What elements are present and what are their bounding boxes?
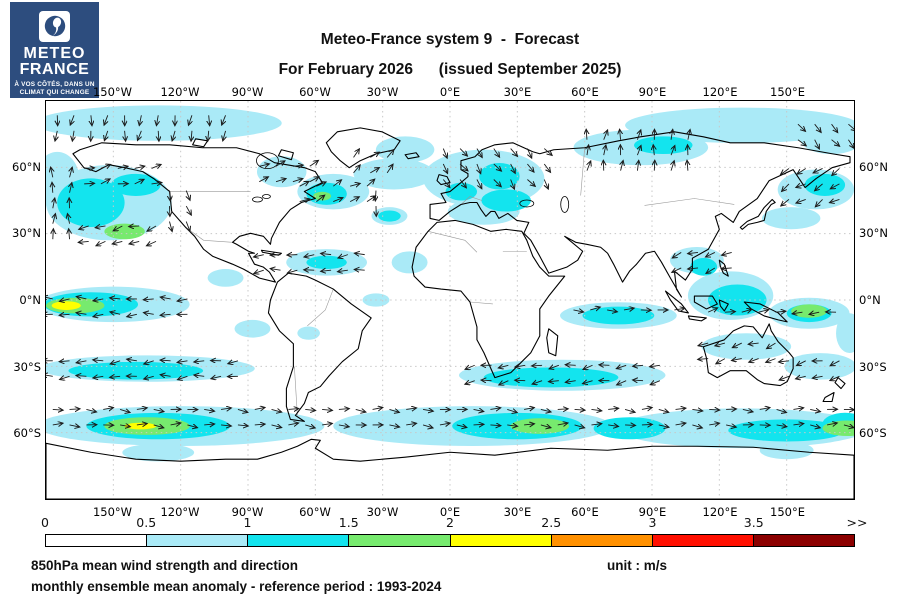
anomaly-blob: [791, 304, 828, 318]
lat-tick-left: 0°N: [19, 293, 41, 307]
colorbar-segment: [450, 535, 552, 546]
colorbar: [45, 534, 855, 547]
anomaly-blob: [207, 269, 244, 287]
anomaly-blob: [708, 284, 767, 316]
lon-tick-top: 30°E: [503, 85, 532, 99]
lon-tick-top: 60°W: [299, 85, 331, 99]
colorbar-tick-label: 3.5: [743, 515, 764, 530]
lat-tick-right: 30°N: [859, 226, 888, 241]
anomaly-blob: [297, 326, 320, 340]
colorbar-tick-label: 2: [446, 515, 454, 530]
anomaly-blob: [306, 255, 347, 270]
anomaly-blob: [761, 207, 821, 230]
anomaly-blob: [445, 182, 478, 201]
anomaly-blob: [57, 178, 125, 227]
meteo-france-logo: METEO FRANCE À VOS CÔTÉS, DANS UN CLIMAT…: [10, 2, 99, 98]
lon-tick-top: 0°E: [439, 85, 461, 99]
colorbar-tick-label: 1: [243, 515, 252, 530]
lon-tick-bottom: 60°E: [571, 505, 599, 519]
anomaly-blob: [804, 173, 846, 197]
anomaly-blob: [68, 361, 204, 380]
anomaly-blob: [353, 158, 435, 190]
coastline-layer: [46, 127, 854, 499]
map-svg: [46, 101, 854, 499]
anomaly-blob: [51, 301, 81, 310]
anomaly-blob: [483, 367, 619, 388]
lon-tick-bottom: 150°W: [92, 505, 133, 519]
anomaly-blob: [481, 189, 531, 212]
lon-tick-top: 90°W: [231, 85, 264, 99]
anomaly-blob: [378, 210, 401, 222]
anomaly-blob: [479, 162, 520, 190]
meteo-france-icon: [39, 11, 70, 42]
anomaly-blob: [593, 417, 666, 440]
lon-tick-bottom: 150°E: [770, 505, 805, 519]
chart-title: Meteo-France system 9 - Forecast: [320, 31, 580, 48]
country-border-layer: [169, 147, 735, 416]
colorbar-tick-label: 0: [41, 515, 49, 530]
anomaly-blob: [836, 313, 854, 354]
colorbar-tick-label: 0.5: [136, 515, 157, 530]
anomaly-blob: [800, 123, 854, 155]
chart-subtitle: For February 2026 (issued September 2025…: [278, 61, 622, 78]
lon-tick-bottom: 60°W: [299, 505, 331, 519]
colorbar-segment: [147, 535, 249, 546]
lat-tick-left: 30°N: [12, 226, 41, 241]
lon-tick-bottom: 90°W: [231, 505, 264, 519]
lon-tick-top: 150°E: [770, 85, 805, 99]
shading-layer: [46, 105, 854, 462]
caption-variable: 850hPa mean wind strength and direction: [31, 558, 299, 573]
lon-tick-bottom: 0°E: [439, 505, 461, 519]
lat-tick-right: 60°S: [859, 426, 887, 441]
lon-tick-bottom: 90°E: [638, 505, 667, 519]
colorbar-tick-label: 1.5: [338, 515, 359, 530]
anomaly-blob: [375, 136, 435, 163]
caption-statistic: monthly ensemble mean anomaly - referenc…: [31, 579, 442, 594]
logo-tagline-1: À VOS CÔTÉS, DANS UN: [14, 81, 95, 88]
lon-tick-bottom: 30°W: [366, 505, 399, 519]
anomaly-blob: [256, 156, 307, 188]
logo-tagline-2: CLIMAT QUI CHANGE: [19, 89, 90, 96]
anomaly-blob: [634, 136, 693, 155]
colorbar-segment: [652, 535, 754, 546]
lat-tick-right: 60°N: [859, 159, 888, 174]
lat-tick-left: 60°N: [12, 159, 41, 174]
lon-tick-bottom: 120°W: [160, 505, 200, 519]
anomaly-blob: [391, 251, 428, 274]
lon-tick-bottom: 30°E: [503, 505, 532, 519]
logo-text-meteo: METEO: [23, 45, 86, 62]
lat-tick-right: 0°N: [859, 293, 881, 307]
colorbar-segment: [248, 535, 350, 546]
lon-tick-bottom: 120°E: [702, 505, 738, 519]
anomaly-blob: [46, 105, 282, 141]
lon-tick-top: 60°E: [571, 85, 599, 99]
caption-unit: unit : m/s: [607, 558, 667, 573]
colorbar-tick-label: 3: [648, 515, 657, 530]
wind-arrow-layer: [46, 115, 854, 428]
lon-tick-top: 120°W: [160, 85, 200, 99]
anomaly-blob: [701, 333, 792, 360]
lat-tick-left: 30°S: [13, 359, 41, 374]
colorbar-segment: [551, 535, 653, 546]
lon-tick-top: 120°E: [702, 85, 738, 99]
anomaly-blob: [122, 443, 195, 462]
lat-tick-right: 30°S: [859, 359, 887, 374]
lat-tick-left: 60°S: [13, 426, 41, 441]
grid-layer: [46, 101, 854, 499]
lon-tick-top: 30°W: [366, 85, 399, 99]
anomaly-blob: [234, 319, 271, 338]
colorbar-segment: [349, 535, 451, 546]
world-map: [45, 100, 855, 500]
lon-tick-top: 150°W: [92, 85, 133, 99]
colorbar-segment: [46, 535, 148, 546]
colorbar-over-label: >>: [846, 515, 868, 530]
lon-tick-top: 90°E: [638, 85, 667, 99]
anomaly-blob: [111, 173, 161, 197]
colorbar-segment: [753, 535, 854, 546]
logo-text-france: FRANCE: [19, 61, 90, 78]
anomaly-blob: [690, 258, 718, 276]
anomaly-blob: [510, 418, 570, 434]
colorbar-tick-label: 2.5: [541, 515, 562, 530]
